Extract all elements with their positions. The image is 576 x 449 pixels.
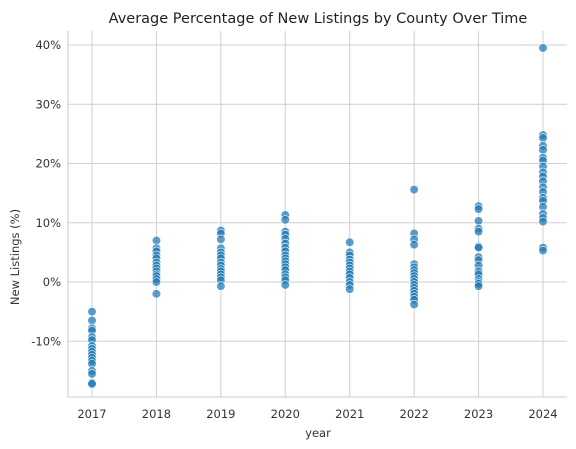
data-point (538, 133, 548, 143)
x-tick-label: 2021 (335, 407, 364, 421)
y-tick-label: 30% (35, 97, 61, 111)
data-points (87, 43, 548, 389)
data-point (473, 281, 484, 291)
data-point (87, 315, 97, 326)
data-point (473, 227, 484, 237)
x-tick-label: 2020 (271, 407, 300, 421)
y-tick-label: 40% (35, 38, 61, 52)
data-point (151, 277, 162, 287)
data-point (409, 240, 419, 250)
data-point (87, 369, 97, 379)
data-point (473, 204, 484, 214)
x-tick-label: 2018 (142, 407, 171, 421)
data-point (280, 215, 290, 225)
data-point (409, 184, 419, 195)
data-point (538, 43, 548, 53)
y-axis-label: New Listings (%) (8, 209, 22, 305)
data-point (87, 379, 97, 389)
data-point (151, 289, 162, 299)
grid (68, 31, 567, 397)
data-point (216, 281, 226, 291)
data-point (409, 299, 419, 310)
data-point (280, 280, 290, 290)
x-tick-label: 2023 (464, 407, 493, 421)
x-tick-label: 2024 (528, 407, 557, 421)
y-tick-label: 10% (35, 216, 61, 230)
chart-title: Average Percentage of New Listings by Co… (109, 11, 528, 27)
y-tick-label: -10% (31, 334, 61, 348)
data-point (345, 284, 355, 294)
x-tick-labels: 2017 2018 2019 2020 2021 2022 2023 2024 (77, 407, 557, 421)
data-point (473, 243, 484, 253)
data-point (538, 216, 548, 227)
y-tick-label: 0% (43, 275, 61, 289)
data-point (216, 234, 226, 244)
axes-spines (67, 31, 567, 398)
data-point (538, 145, 548, 155)
data-point (345, 237, 355, 247)
data-point (87, 307, 97, 317)
x-tick-label: 2022 (400, 407, 429, 421)
x-tick-label: 2019 (206, 407, 235, 421)
x-axis-label: year (305, 426, 331, 440)
data-point (151, 235, 162, 246)
y-tick-label: 20% (35, 157, 61, 171)
data-point (538, 245, 548, 256)
x-tick-label: 2017 (77, 407, 106, 421)
y-tick-labels: -10% 0% 10% 20% 30% 40% (31, 38, 61, 348)
data-point (473, 216, 484, 226)
